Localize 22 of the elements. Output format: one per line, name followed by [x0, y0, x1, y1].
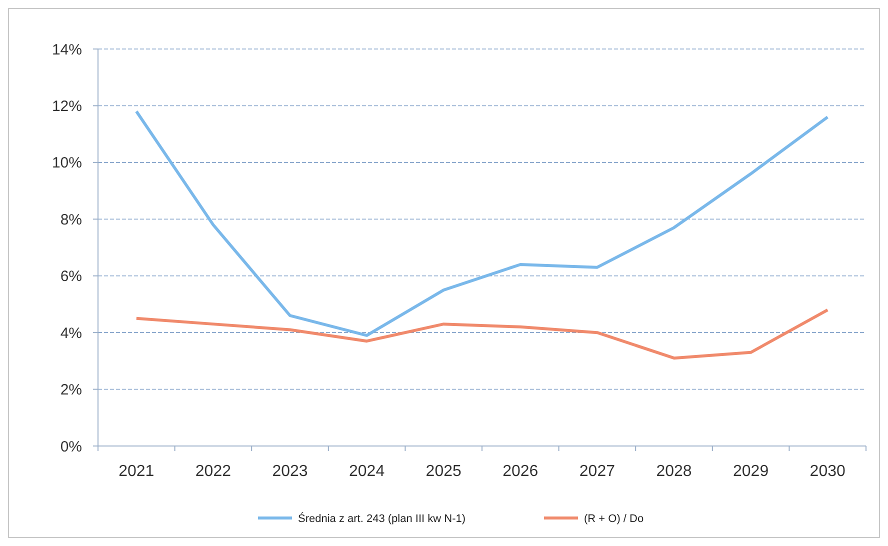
y-tick-label: 4% — [60, 324, 82, 342]
x-tick-label: 2025 — [426, 463, 462, 480]
y-tick-label: 6% — [60, 268, 82, 286]
x-tick-label: 2029 — [733, 463, 769, 480]
x-tick-label: 2028 — [656, 463, 692, 480]
y-tick-label: 10% — [52, 154, 82, 172]
legend-label: Średnia z art. 243 (plan III kw N-1) — [298, 512, 466, 525]
x-tick-label: 2024 — [349, 463, 385, 480]
x-tick-label: 2027 — [579, 463, 616, 480]
y-tick-label: 2% — [60, 382, 82, 399]
line-series — [134, 110, 830, 337]
y-tick-label: 0% — [60, 438, 82, 456]
x-tick-label: 2022 — [195, 463, 232, 480]
y-tick-label: 14% — [52, 41, 82, 58]
y-tick-label: 12% — [52, 98, 82, 115]
x-tick-label: 2021 — [118, 463, 154, 480]
line-series — [134, 308, 830, 360]
legend-label: (R + O) / Do — [584, 512, 644, 525]
x-tick-label: 2030 — [810, 463, 846, 480]
y-tick-label: 8% — [60, 211, 82, 228]
x-tick-label: 2026 — [502, 463, 538, 480]
x-tick-label: 2023 — [272, 463, 308, 480]
